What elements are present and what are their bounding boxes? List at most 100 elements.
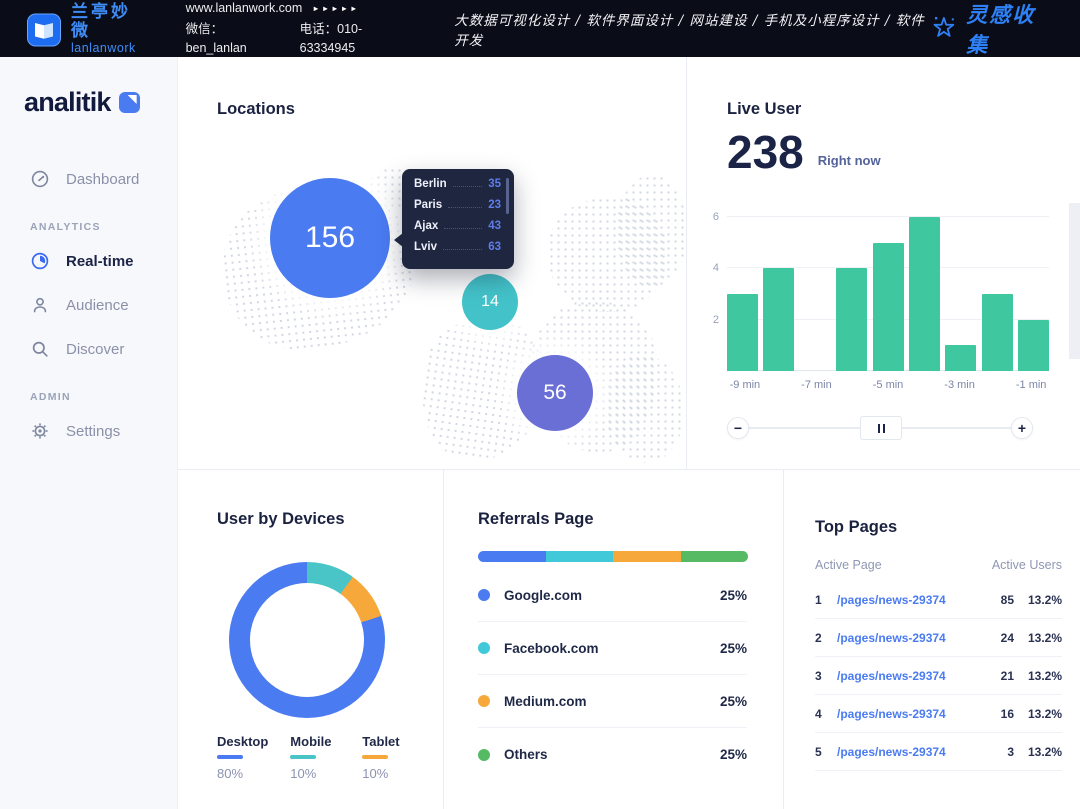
referral-name: Google.com (504, 587, 583, 603)
chart-bar (872, 242, 904, 371)
page-percent: 13.2% (1027, 744, 1062, 759)
page-link[interactable]: /pages/news-29374 (837, 706, 946, 721)
sidebar-item-dashboard[interactable]: Dashboard (0, 157, 177, 201)
device-percent: 80% (217, 766, 244, 781)
devices-panel: User by Devices Desktop 80% Mobile 10% Table… (178, 470, 444, 809)
map-bubble-africa[interactable]: 14 (462, 274, 518, 330)
page-rank: 1 (815, 592, 822, 607)
chart-bar (727, 294, 758, 371)
sidebar-item-real-time[interactable]: Real-time (0, 239, 177, 283)
live-user-panel: Live User 238 Right now 2 4 6 -9 min -7 min… (687, 57, 1080, 470)
tooltip-value: 23 (488, 199, 501, 211)
arrows-icon: ►►►►► (312, 4, 360, 14)
referral-row: Medium.com 25% (478, 675, 747, 728)
referral-row: Facebook.com 25% (478, 622, 747, 675)
tooltip-value: 63 (488, 241, 501, 253)
page-link[interactable]: /pages/news-29374 (837, 630, 946, 645)
sidebar-item-discover[interactable]: Discover (0, 327, 177, 371)
locations-panel: Locations 156 14 56 Berlin 35 Paris 23 Ajax 4… (178, 57, 687, 470)
sidebar-item-audience[interactable]: Audience (0, 283, 177, 327)
pause-button[interactable] (860, 416, 902, 440)
sidebar-item-label: Settings (66, 422, 121, 440)
top-page-row: 3/pages/news-29374 21 13.2% (815, 657, 1062, 695)
page-rank: 2 (815, 630, 822, 645)
x-tick-label: -5 min (872, 379, 904, 391)
x-tick-label: -9 min (729, 379, 761, 391)
zoom-out-button[interactable]: − (727, 417, 749, 439)
live-user-bar-chart: 2 4 6 (713, 211, 1049, 371)
top-page-row: 4/pages/news-29374 16 13.2% (815, 695, 1062, 733)
devices-legend: Desktop 80% Mobile 10% Tablet 10% (217, 734, 412, 781)
x-tick-label (763, 379, 799, 391)
tooltip-value: 35 (488, 178, 501, 190)
services-list: 大数据可视化设计 / 软件界面设计 / 网站建设 / 手机及小程序设计 / 软件… (454, 12, 925, 49)
tooltip-row: Paris 23 (414, 199, 501, 220)
x-tick-label (906, 379, 942, 391)
map-tooltip: Berlin 35 Paris 23 Ajax 43 Lviv 63 (394, 169, 514, 269)
app-logo-icon (118, 92, 140, 113)
top-pages-panel: Top Pages Active Page Active Users 1/pag… (784, 470, 1080, 809)
referrals-title: Referrals Page (478, 510, 594, 528)
referral-bar-segment (613, 551, 681, 562)
locations-title: Locations (217, 100, 295, 118)
main-content: Locations 156 14 56 Berlin 35 Paris 23 Ajax 4… (178, 57, 1080, 809)
realtime-icon (30, 251, 50, 271)
bars-container (727, 217, 1049, 371)
tooltip-leader (443, 249, 483, 250)
promo-header: 兰亭妙微 lanlanwork www.lanlanwork.com ►►►►►… (0, 0, 1080, 57)
page-active-users: 24 (1000, 630, 1014, 645)
referral-name: Others (504, 747, 548, 762)
device-legend-item: Tablet 10% (362, 734, 412, 781)
sidebar-item-label: Discover (66, 340, 125, 358)
contact-block: www.lanlanwork.com ►►►►► 微信：ben_lanlan 电… (186, 0, 413, 58)
page-link[interactable]: /pages/news-29374 (837, 668, 946, 683)
sidebar-section-admin: ADMIN (30, 391, 71, 403)
device-legend-item: Desktop 80% (217, 734, 268, 781)
wechat-label: 微信：ben_lanlan (185, 22, 247, 55)
y-tick-label: 6 (712, 211, 719, 223)
tooltip-scrollbar[interactable] (506, 178, 509, 214)
page-link[interactable]: /pages/news-29374 (837, 592, 946, 607)
tooltip-value: 43 (488, 220, 501, 232)
top-page-row: 1/pages/news-29374 85 13.2% (815, 581, 1062, 619)
col-active-page: Active Page (815, 558, 882, 572)
x-tick-label (834, 379, 870, 391)
sidebar-item-settings[interactable]: Settings (0, 409, 177, 453)
top-page-row: 5/pages/news-29374 3 13.2% (815, 733, 1062, 771)
sidebar: analitik Dashboard ANALYTICS Real-time Audi… (0, 57, 178, 809)
zoom-in-button[interactable]: + (1011, 417, 1033, 439)
top-pages-title: Top Pages (815, 518, 898, 536)
referral-dot-icon (478, 695, 490, 707)
chart-bar (908, 217, 940, 371)
map-bubble-south-america[interactable]: 56 (517, 355, 593, 431)
y-tick-label: 4 (712, 262, 719, 275)
tooltip-rows: Berlin 35 Paris 23 Ajax 43 Lviv 63 (414, 178, 501, 262)
referrals-stacked-bar (478, 551, 748, 562)
referral-percent: 25% (719, 747, 747, 762)
map-bubble-europe[interactable]: 156 (270, 178, 390, 298)
y-tick-label: 2 (712, 313, 719, 326)
collection-block: 灵感收集 (932, 0, 1054, 59)
sidebar-item-label: Audience (66, 296, 129, 314)
chart-bar (763, 268, 795, 371)
sidebar-nav: Dashboard ANALYTICS Real-time Audience Disco… (0, 157, 177, 453)
referral-name: Facebook.com (504, 640, 599, 656)
chart-bar (981, 294, 1013, 371)
page-active-users: 16 (1000, 706, 1014, 721)
page-rank: 3 (815, 668, 822, 683)
chart-bar (1018, 319, 1049, 371)
devices-donut-chart (229, 562, 385, 718)
app-logo: analitik (24, 87, 140, 118)
tooltip-leader (452, 186, 483, 187)
referral-dot-icon (478, 748, 490, 761)
device-color-bar (217, 755, 243, 759)
pause-icon (877, 423, 880, 433)
page-rank: 5 (815, 744, 822, 759)
referral-percent: 25% (719, 693, 747, 709)
device-color-bar (362, 755, 389, 759)
chart-bar (945, 345, 977, 371)
page-link[interactable]: /pages/news-29374 (837, 744, 946, 759)
brand-block: 兰亭妙微 lanlanwork (71, 2, 148, 55)
referral-bar-segment (680, 551, 748, 562)
